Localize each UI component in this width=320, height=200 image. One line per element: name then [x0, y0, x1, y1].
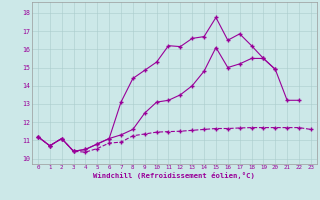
X-axis label: Windchill (Refroidissement éolien,°C): Windchill (Refroidissement éolien,°C)	[93, 172, 255, 179]
